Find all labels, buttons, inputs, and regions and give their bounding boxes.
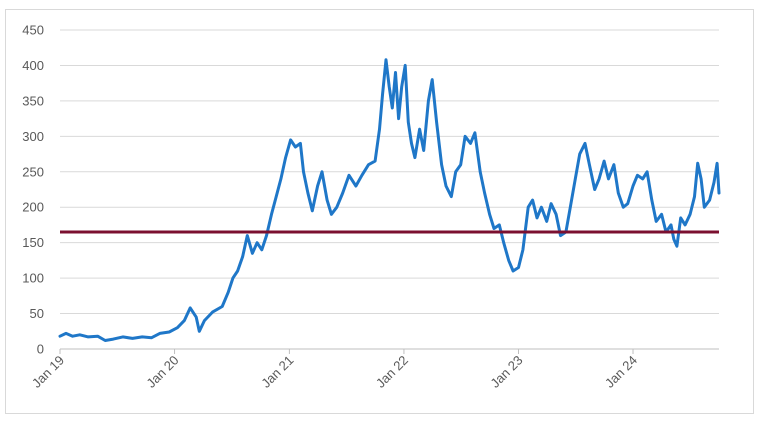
x-tick-label: Jan 24 xyxy=(602,353,640,391)
series-line xyxy=(58,58,721,342)
x-tick-label: Jan 20 xyxy=(143,353,181,391)
y-tick-label: 400 xyxy=(22,58,44,73)
y-tick-label: 300 xyxy=(22,129,44,144)
y-tick-label: 350 xyxy=(22,93,44,108)
x-tick-label: Jan 21 xyxy=(258,353,296,391)
y-tick-label: 450 xyxy=(22,23,44,38)
y-tick-label: 250 xyxy=(22,164,44,179)
y-tick-label: 200 xyxy=(22,200,44,215)
x-axis-ticks: Jan 19 Jan 20 Jan 21 Jan 22 Jan 23 Jan 24 xyxy=(29,349,640,391)
y-axis-ticks: 0 50 100 150 200 250 300 350 400 450 xyxy=(22,23,44,357)
x-tick-label: Jan 22 xyxy=(373,353,411,391)
series-group xyxy=(58,58,721,342)
x-tick-label: Jan 23 xyxy=(487,353,525,391)
y-tick-label: 150 xyxy=(22,235,44,250)
gridlines xyxy=(60,29,719,315)
y-tick-label: 100 xyxy=(22,271,44,286)
x-tick-label: Jan 19 xyxy=(29,353,67,391)
chart-area xyxy=(5,9,754,414)
y-tick-label: 50 xyxy=(30,306,44,321)
y-tick-label: 0 xyxy=(37,342,44,357)
